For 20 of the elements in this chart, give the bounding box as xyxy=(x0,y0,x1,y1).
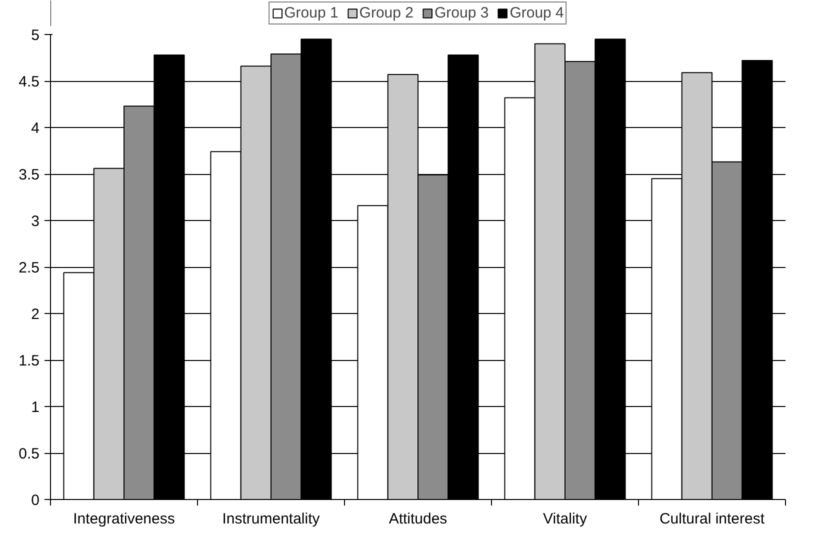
y-tick-label: 0.5 xyxy=(18,446,40,462)
y-tick-label: 1 xyxy=(31,399,40,416)
legend-label: Group 4 xyxy=(510,4,564,22)
y-tick-label: 5 xyxy=(31,27,40,44)
legend-label: Group 2 xyxy=(359,4,414,22)
y-tick-label: 0 xyxy=(31,492,40,509)
x-tick-label: Cultural interest xyxy=(659,510,766,528)
y-tick-label: 4 xyxy=(31,120,40,137)
y-tick-label: 2.5 xyxy=(18,260,40,276)
legend-label: Group 1 xyxy=(284,4,338,22)
y-tick-label: 3.5 xyxy=(18,166,40,184)
legend-label: Group 3 xyxy=(434,4,489,22)
y-tick-label: 4.5 xyxy=(18,74,40,90)
y-tick-label: 1.5 xyxy=(18,352,40,370)
x-tick-label: Vitality xyxy=(543,510,588,528)
x-tick-label: Instrumentality xyxy=(222,510,320,528)
y-tick-label: 3 xyxy=(31,213,40,230)
x-tick-label: Attitudes xyxy=(388,510,448,528)
x-tick-label: Integrativeness xyxy=(73,510,175,528)
y-tick-label: 2 xyxy=(31,306,40,323)
